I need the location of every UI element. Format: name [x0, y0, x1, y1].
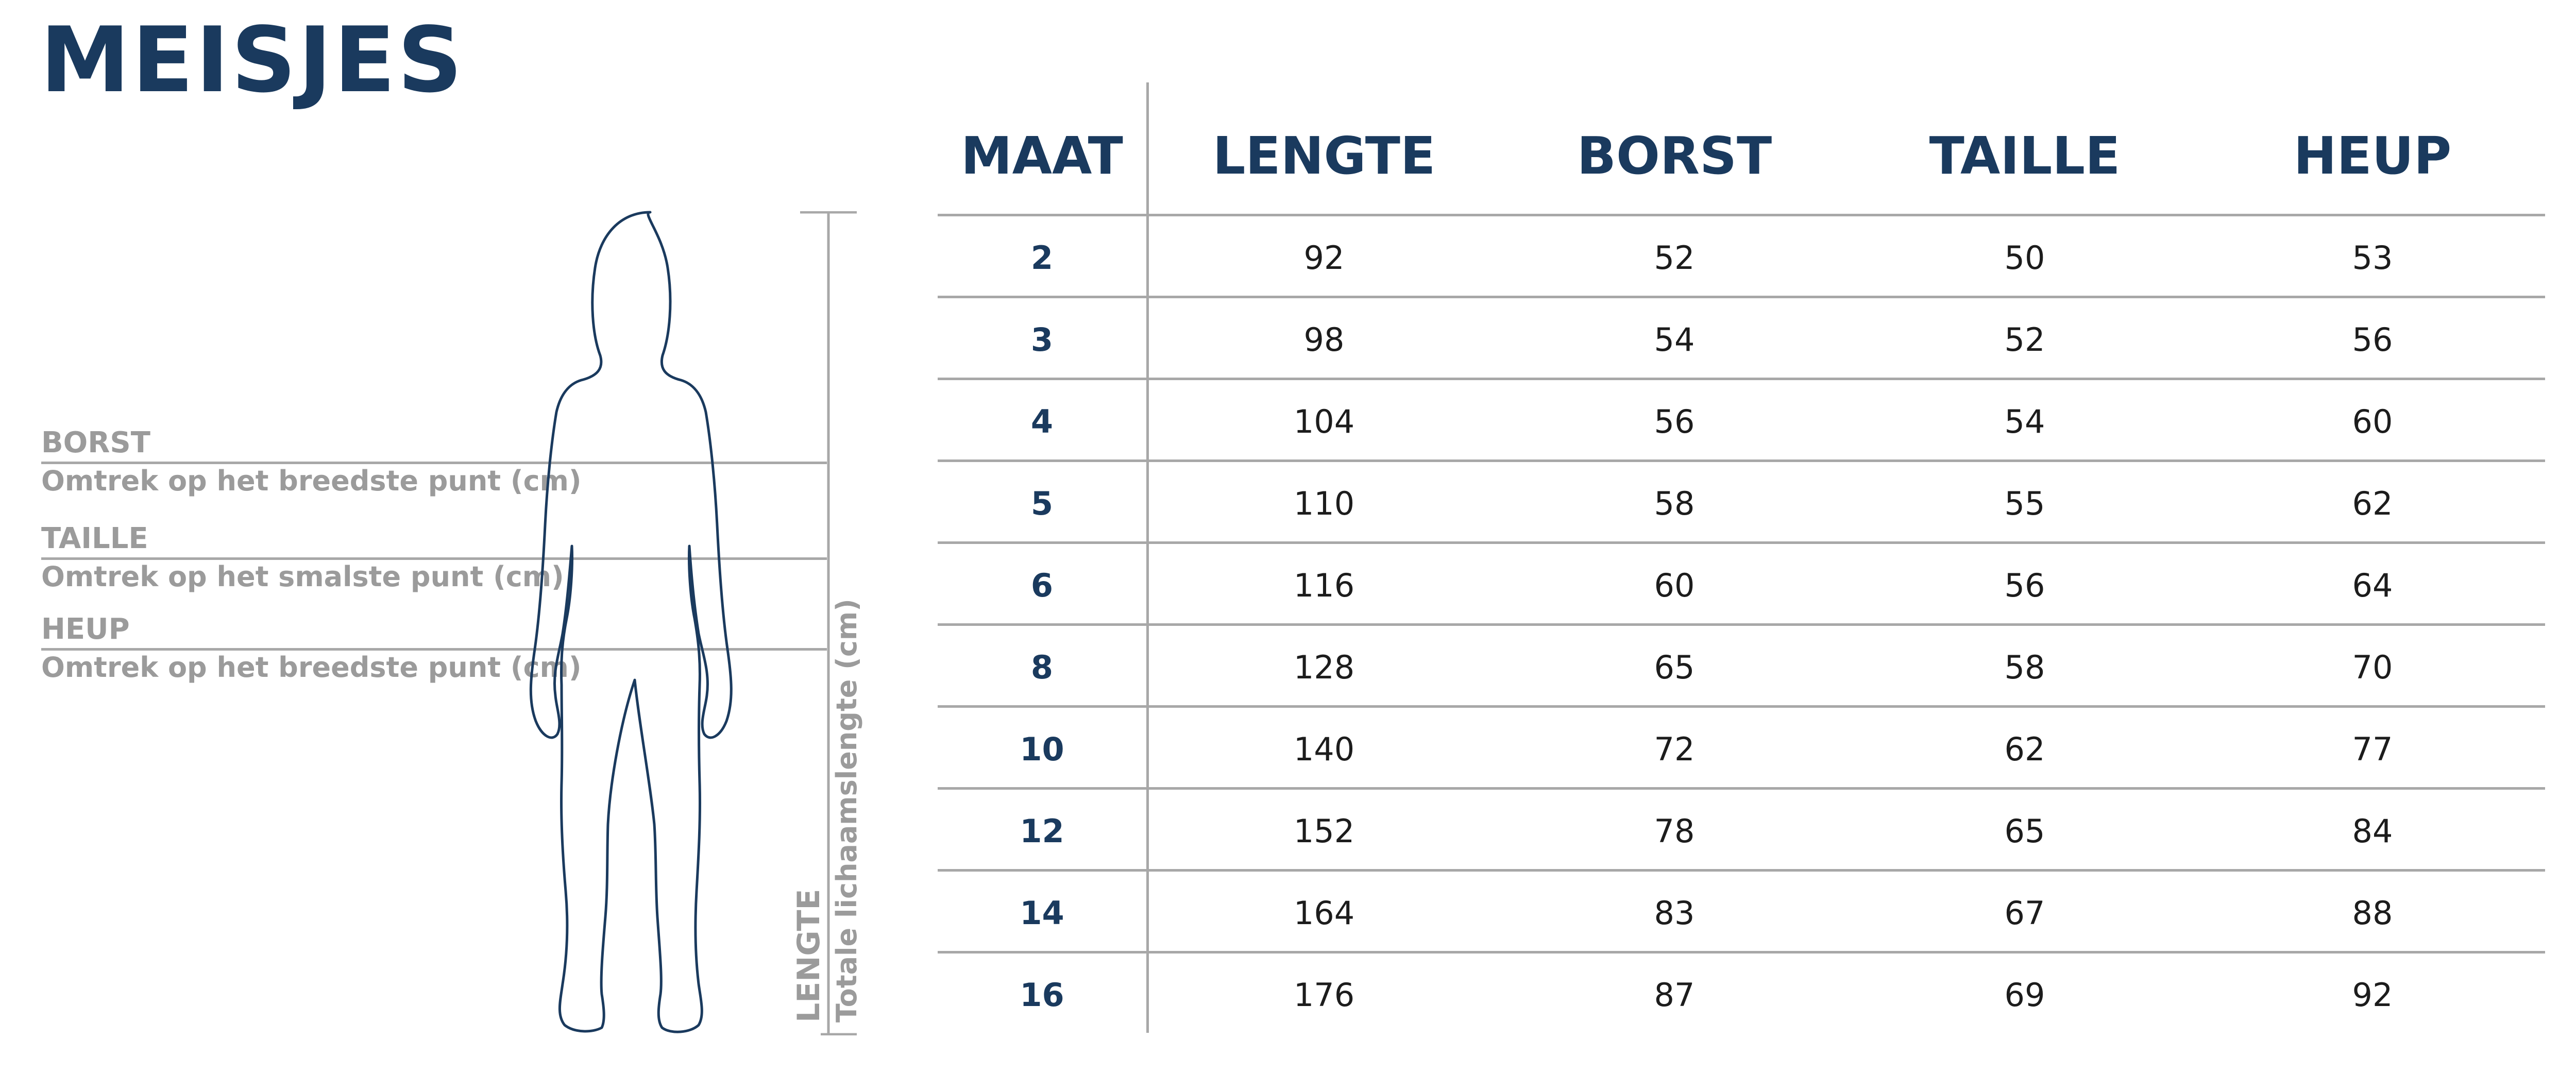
cell-maat: 4 [938, 380, 1149, 459]
table-row: 5 110 58 55 62 [938, 459, 2545, 541]
cell-lengte: 128 [1293, 648, 1355, 686]
girl-body-outline-icon [529, 211, 733, 1033]
cell-borst: 52 [1654, 239, 1695, 277]
cell-taille: 67 [2004, 894, 2045, 932]
cell-maat: 5 [938, 462, 1149, 541]
cell-lengte: 104 [1293, 402, 1355, 440]
cell-lengte: 164 [1293, 894, 1355, 932]
cell-lengte: 176 [1293, 976, 1355, 1014]
cell-heup: 77 [2352, 730, 2393, 768]
cell-heup: 84 [2352, 812, 2393, 850]
cell-maat: 3 [938, 298, 1149, 378]
cell-borst: 72 [1654, 730, 1695, 768]
table-row: 10 140 72 62 77 [938, 705, 2545, 787]
cell-taille: 69 [2004, 976, 2045, 1014]
measure-line [41, 648, 827, 651]
table-body: 2 92 52 50 53 3 98 54 52 56 4 104 56 54 60 5 110 58 55 62 6 1… [938, 214, 2545, 1033]
cell-borst: 83 [1654, 894, 1695, 932]
cell-taille: 52 [2004, 320, 2045, 359]
table-row: 12 152 78 65 84 [938, 787, 2545, 869]
size-table: MAAT LENGTE BORST TAILLE HEUP 2 92 52 50 53 3… [938, 82, 2545, 1033]
cell-lengte: 92 [1303, 239, 1345, 277]
cell-maat: 14 [938, 872, 1149, 951]
measure-line [41, 557, 827, 560]
cell-lengte: 110 [1293, 484, 1355, 522]
cell-lengte: 140 [1293, 730, 1355, 768]
measure-description: Omtrek op het breedste punt (cm) [41, 465, 582, 497]
cell-borst: 58 [1654, 484, 1695, 522]
measure-line [41, 462, 827, 464]
table-row: 8 128 65 58 70 [938, 623, 2545, 705]
cell-heup: 53 [2352, 239, 2393, 277]
cell-borst: 65 [1654, 648, 1695, 686]
measure-description: Omtrek op het smalste punt (cm) [41, 560, 564, 593]
cell-lengte: 152 [1293, 812, 1355, 850]
cell-heup: 70 [2352, 648, 2393, 686]
table-row: 3 98 54 52 56 [938, 296, 2545, 378]
measure-taille: TAILLE Omtrek op het smalste punt (cm) [41, 524, 827, 591]
cell-borst: 78 [1654, 812, 1695, 850]
measure-description: Omtrek op het breedste punt (cm) [41, 651, 582, 684]
header-maat: MAAT [938, 82, 1149, 214]
cell-heup: 60 [2352, 402, 2393, 440]
header-taille: TAILLE [1929, 126, 2121, 186]
table-row: 16 176 87 69 92 [938, 951, 2545, 1033]
cell-maat: 12 [938, 790, 1149, 869]
table-row: 2 92 52 50 53 [938, 214, 2545, 296]
cell-maat: 6 [938, 544, 1149, 623]
length-bracket [800, 211, 857, 1035]
cell-maat: 16 [938, 953, 1149, 1033]
page-title: MEISJES [40, 8, 465, 113]
cell-maat: 8 [938, 626, 1149, 705]
cell-taille: 50 [2004, 239, 2045, 277]
cell-taille: 55 [2004, 484, 2045, 522]
header-borst: BORST [1577, 126, 1772, 186]
measure-borst: BORST Omtrek op het breedste punt (cm) [41, 429, 827, 495]
cell-heup: 64 [2352, 566, 2393, 604]
cell-heup: 62 [2352, 484, 2393, 522]
table-header-row: MAAT LENGTE BORST TAILLE HEUP [938, 82, 2545, 214]
table-row: 6 116 60 56 64 [938, 541, 2545, 623]
length-description: Totale lichaamslengte (cm) [831, 599, 863, 1023]
cell-lengte: 116 [1293, 566, 1355, 604]
cell-maat: 2 [938, 216, 1149, 296]
cell-borst: 54 [1654, 320, 1695, 359]
table-row: 14 164 83 67 88 [938, 869, 2545, 951]
measure-label: HEUP [41, 612, 130, 646]
header-heup: HEUP [2293, 126, 2452, 186]
cell-taille: 56 [2004, 566, 2045, 604]
cell-heup: 56 [2352, 320, 2393, 359]
length-title: LENGTE [791, 889, 827, 1023]
measure-heup: HEUP Omtrek op het breedste punt (cm) [41, 615, 827, 682]
cell-heup: 88 [2352, 894, 2393, 932]
cell-borst: 56 [1654, 402, 1695, 440]
cell-lengte: 98 [1303, 320, 1345, 359]
length-label: LENGTE [791, 889, 827, 1023]
table-row: 4 104 56 54 60 [938, 378, 2545, 459]
cell-taille: 65 [2004, 812, 2045, 850]
cell-taille: 62 [2004, 730, 2045, 768]
cell-borst: 60 [1654, 566, 1695, 604]
measure-label: TAILLE [41, 522, 148, 555]
cell-maat: 10 [938, 708, 1149, 787]
cell-heup: 92 [2352, 976, 2393, 1014]
measure-label: BORST [41, 426, 150, 459]
header-lengte: LENGTE [1212, 126, 1436, 186]
cell-taille: 54 [2004, 402, 2045, 440]
cell-taille: 58 [2004, 648, 2045, 686]
cell-borst: 87 [1654, 976, 1695, 1014]
